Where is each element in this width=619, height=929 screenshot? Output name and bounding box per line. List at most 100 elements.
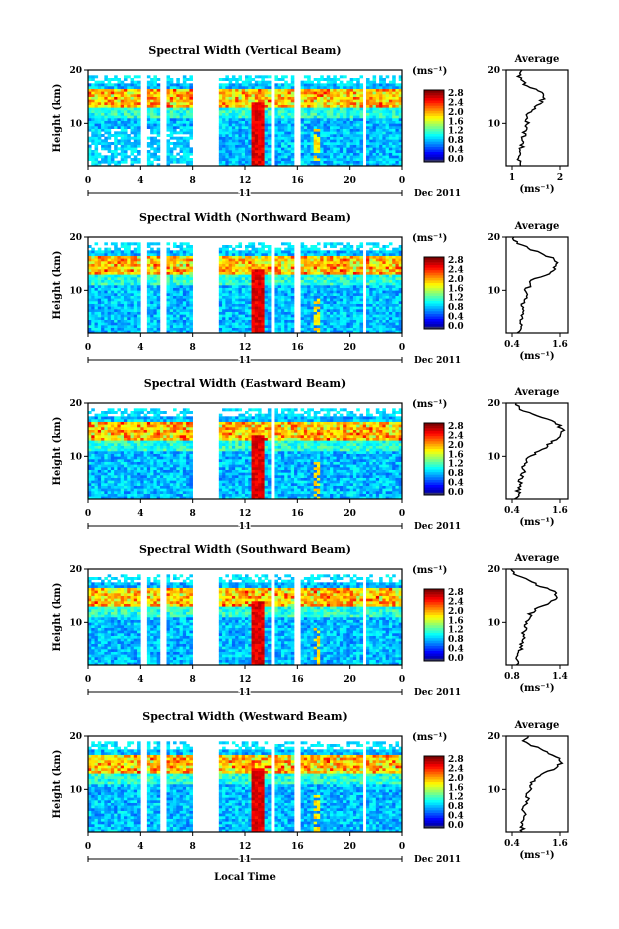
heatmap-cell [274, 163, 279, 167]
heatmap-cell [130, 282, 135, 286]
heatmap-cell [307, 322, 311, 326]
heatmap-cell [241, 131, 246, 135]
heatmap-cell [114, 282, 118, 286]
heatmap-cell [176, 131, 180, 135]
heatmap-cell [251, 290, 256, 294]
heatmap-cell [101, 271, 105, 275]
heatmap-cell [101, 258, 105, 262]
heatmap-cell [310, 274, 314, 278]
heatmap-cell [323, 287, 328, 291]
heatmap-cell [88, 147, 92, 151]
heatmap-cell [349, 118, 354, 121]
heatmap-cell [316, 120, 321, 124]
heatmap-cell [91, 139, 95, 143]
heatmap-cell [287, 86, 292, 89]
heatmap-cell [339, 269, 344, 272]
heatmap-cell [339, 277, 344, 280]
heatmap-cell [339, 144, 344, 148]
heatmap-cell [241, 104, 246, 108]
heatmap-cell [104, 120, 108, 124]
heatmap-cell [395, 152, 400, 156]
heatmap-cell [336, 319, 341, 323]
heatmap-cell [287, 327, 292, 331]
heatmap-cell [287, 325, 292, 328]
heatmap-cell [169, 325, 174, 328]
heatmap-cell [104, 285, 108, 288]
heatmap-cell [343, 144, 347, 148]
heatmap-cell [316, 139, 321, 143]
heatmap-cell [359, 311, 364, 315]
heatmap-cell [330, 131, 334, 135]
heatmap-cell [267, 279, 272, 283]
heatmap-cell [248, 282, 252, 286]
heatmap-cell [277, 325, 282, 328]
heatmap-cell [137, 247, 141, 251]
heatmap-cell [91, 91, 95, 95]
heatmap-cell [88, 285, 92, 288]
heatmap-cell [94, 96, 99, 100]
heatmap-cell [300, 247, 305, 251]
heatmap-cell [104, 158, 108, 161]
heatmap-cell [349, 163, 354, 167]
heatmap-cell [280, 158, 285, 161]
heatmap-cell [284, 279, 288, 283]
heatmap-cell [323, 134, 328, 137]
heatmap-cell [392, 155, 396, 159]
heatmap-cell [88, 279, 92, 283]
heatmap-cell [303, 86, 308, 89]
heatmap-cell [150, 110, 154, 113]
average-x-tick-label: 2 [557, 173, 563, 183]
heatmap-cell [356, 78, 360, 81]
heatmap-cell [88, 263, 92, 267]
heatmap-cell [238, 311, 243, 315]
heatmap-cell [310, 327, 314, 331]
heatmap-cell [153, 293, 157, 296]
heatmap-cell [88, 298, 92, 302]
heatmap-cell [274, 250, 279, 254]
heatmap-cell [130, 150, 135, 153]
heatmap-cell [375, 99, 380, 103]
heatmap-cell [372, 255, 377, 259]
heatmap-cell [339, 282, 344, 286]
heatmap-cell [133, 279, 138, 283]
heatmap-cell [120, 285, 125, 288]
heatmap-cell [352, 293, 357, 296]
heatmap-cell [104, 242, 108, 246]
heatmap-cell [133, 295, 138, 299]
heatmap-cell [300, 319, 305, 323]
heatmap-cell [336, 134, 341, 137]
heatmap-cell [166, 94, 171, 97]
heatmap-cell [330, 160, 334, 164]
heatmap-cell [303, 253, 308, 256]
heatmap-cell [336, 317, 341, 320]
heatmap-cell [290, 250, 295, 254]
heatmap-cell [137, 131, 141, 135]
heatmap-cell [238, 120, 243, 124]
heatmap-cell [356, 306, 360, 310]
heatmap-cell [343, 287, 347, 291]
heatmap-cell [382, 86, 386, 89]
heatmap-cell [110, 134, 115, 137]
heatmap-cell [110, 330, 115, 334]
heatmap-cell [133, 314, 138, 318]
colorbar-tick-label: 1.2 [448, 127, 464, 137]
heatmap-cell [127, 282, 131, 286]
heatmap-cell [120, 91, 125, 95]
heatmap-cell [251, 115, 256, 119]
heatmap-cell [388, 88, 393, 92]
heatmap-cell [150, 253, 154, 256]
heatmap-cell [349, 142, 354, 145]
heatmap-cell [375, 118, 380, 121]
heatmap-cell [356, 96, 360, 100]
heatmap-cell [189, 118, 193, 121]
heatmap-cell [372, 258, 377, 262]
heatmap-cell [392, 160, 396, 164]
heatmap-cell [264, 314, 269, 318]
heatmap-cell [241, 287, 246, 291]
heatmap-cell [130, 250, 135, 254]
heatmap-cell [235, 255, 239, 259]
heatmap-cell [94, 261, 99, 264]
heatmap-cell [97, 319, 102, 323]
heatmap-cell [339, 298, 344, 302]
heatmap-cell [130, 298, 135, 302]
